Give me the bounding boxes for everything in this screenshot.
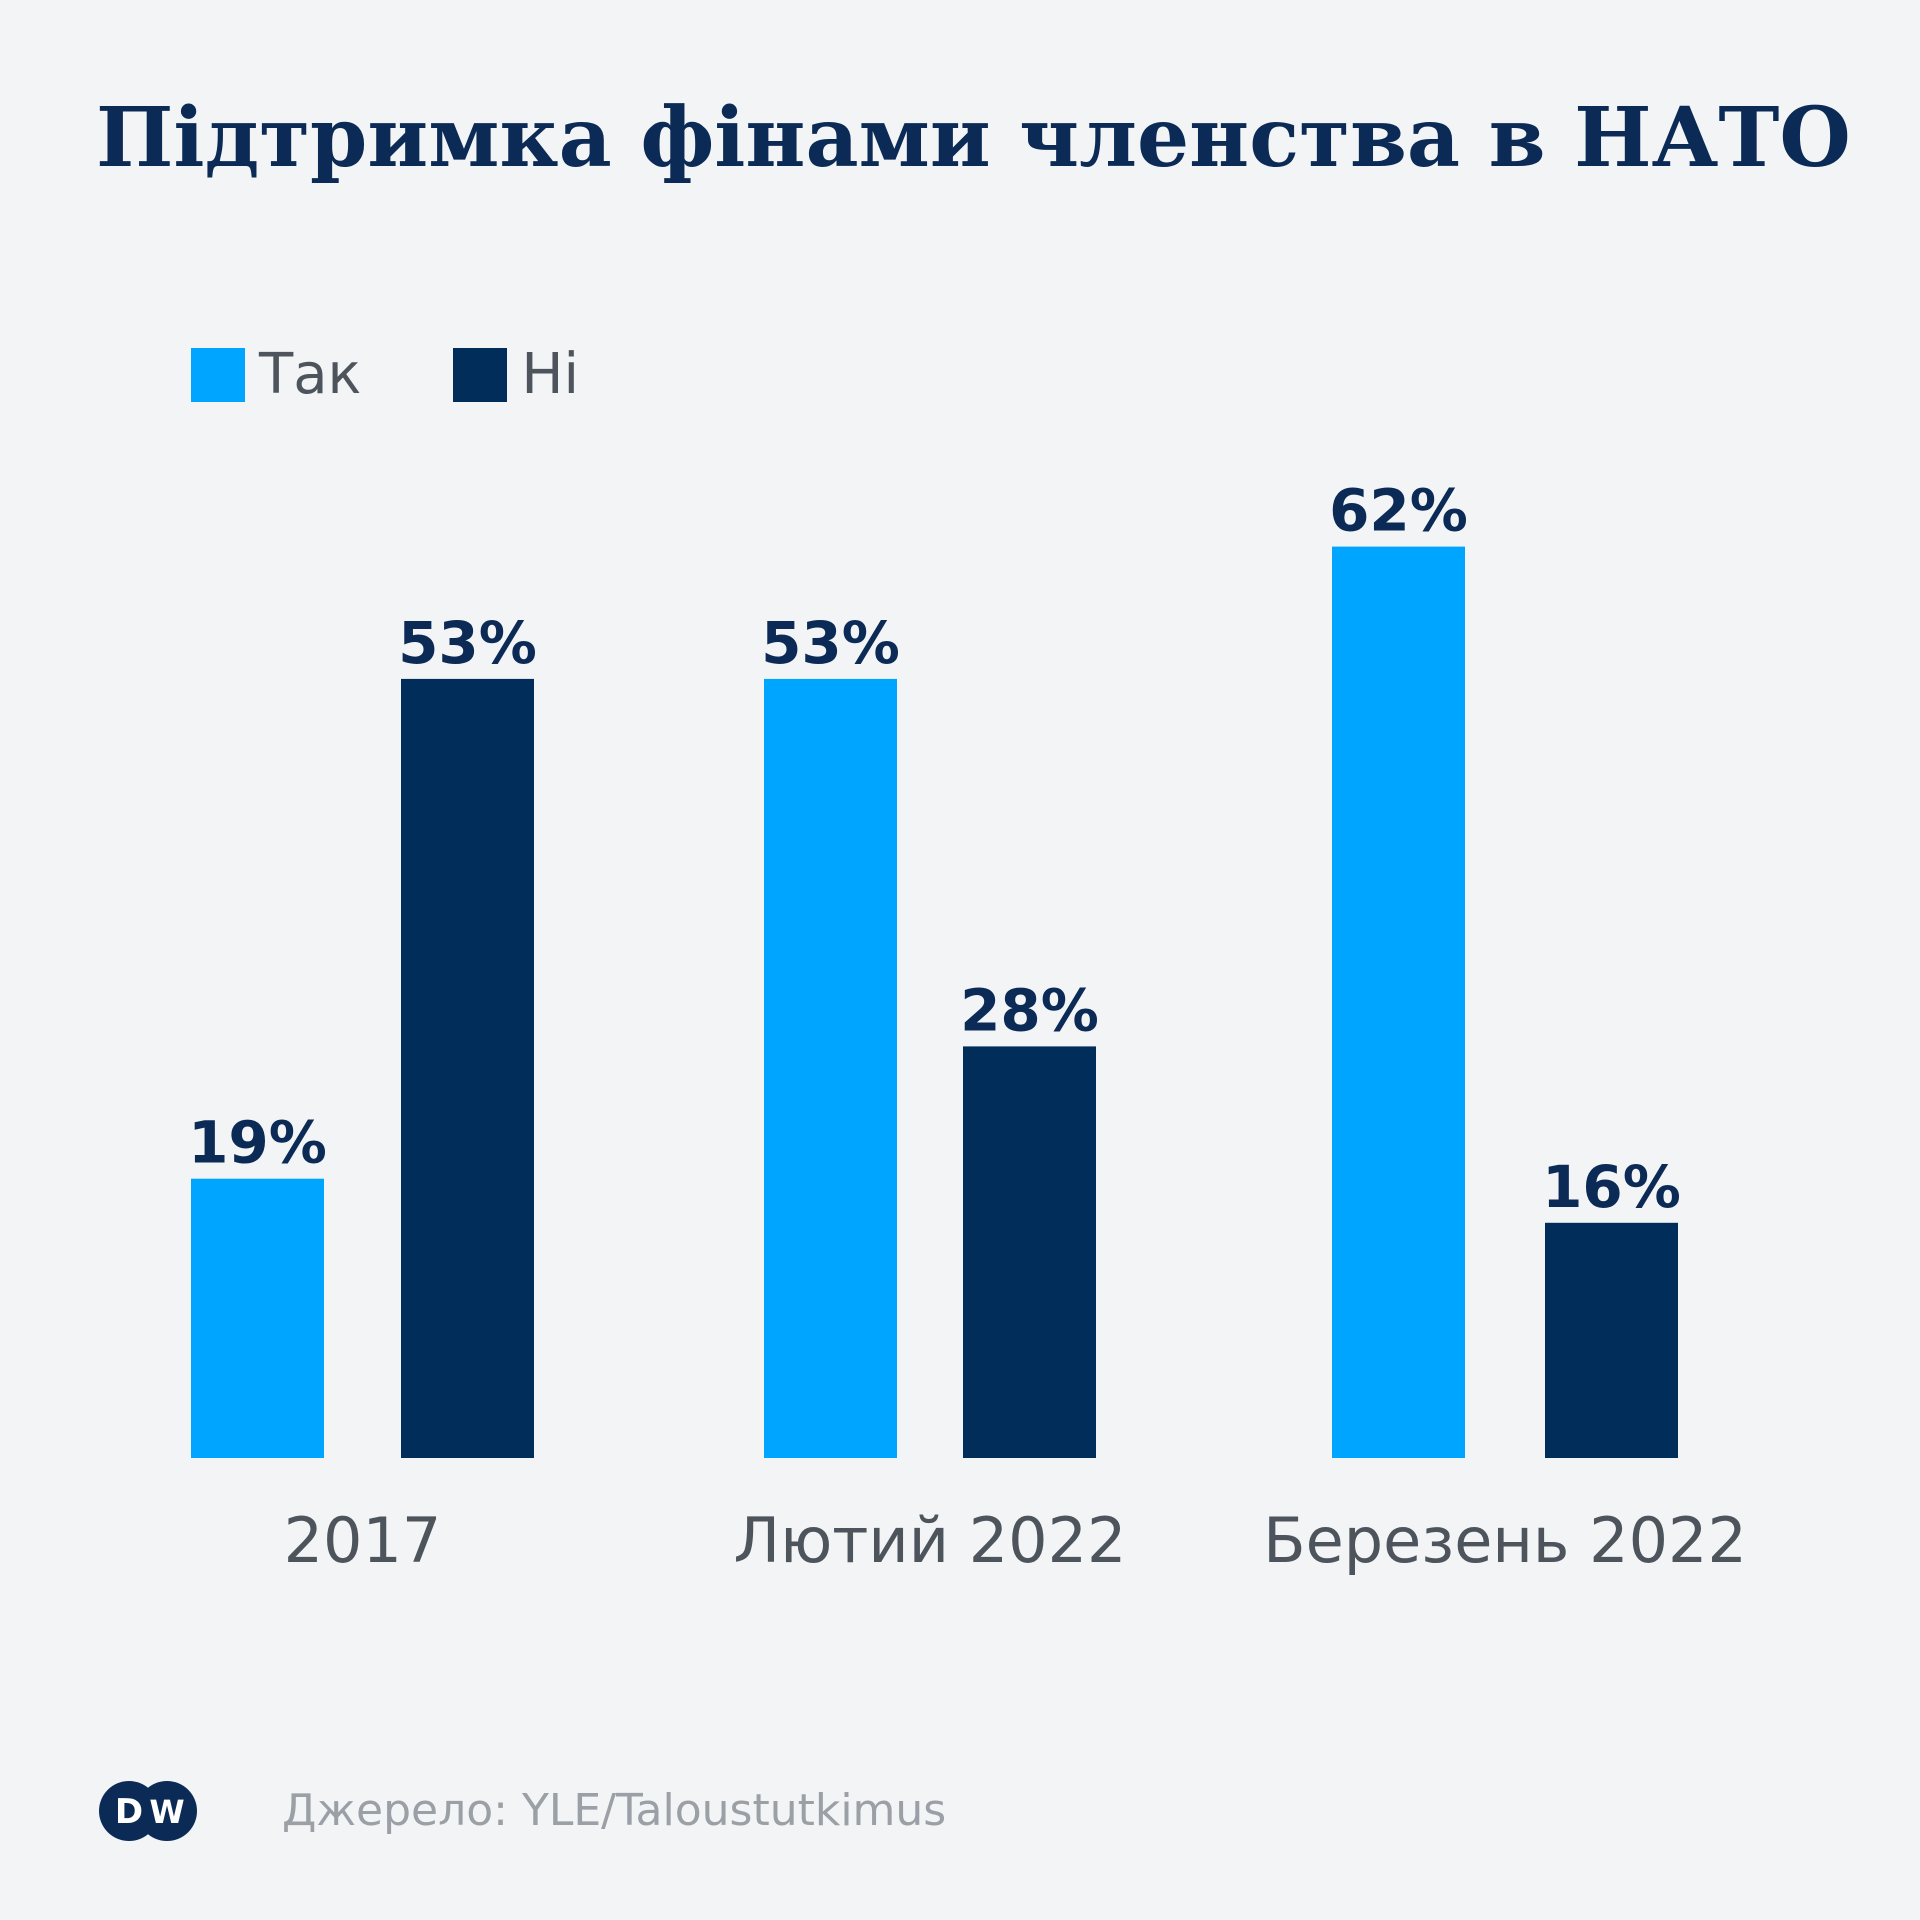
legend-item-yes: Так (191, 340, 361, 410)
bar-label-yes-2017: 19% (188, 1109, 327, 1177)
legend-swatch-no (453, 348, 508, 402)
legend-item-no: Ні (453, 340, 579, 410)
legend-swatch-yes (191, 348, 245, 402)
bar-chart: 19% 53% 2017 53% 28% Лютий 2022 62% 16% Березень… (188, 477, 1747, 1577)
bar-label-no-mar-2022: 16% (1542, 1153, 1681, 1221)
bar-yes-mar-2022 (1332, 546, 1465, 1458)
bar-no-feb-2022 (963, 1046, 1096, 1458)
legend: Так Ні (191, 340, 671, 410)
footer: D W Джерело: YLE/Taloustutkimus (96, 1778, 946, 1844)
bar-no-2017 (401, 678, 534, 1458)
bar-no-mar-2022 (1545, 1222, 1678, 1458)
bar-label-yes-mar-2022: 62% (1329, 477, 1468, 545)
dw-logo: D W (99, 1781, 197, 1841)
legend-label-no: Ні (521, 342, 580, 407)
chart-title: Підтримка фінами членства в НАТО (96, 90, 1851, 186)
bar-yes-2017 (191, 1178, 324, 1458)
bar-label-yes-feb-2022: 53% (761, 609, 900, 677)
bar-label-no-feb-2022: 28% (960, 976, 1099, 1044)
legend-label-yes: Так (259, 342, 362, 407)
category-label-mar-2022: Березень 2022 (1263, 1504, 1747, 1577)
svg-text:W: W (149, 1793, 184, 1831)
category-label-feb-2022: Лютий 2022 (733, 1504, 1126, 1577)
svg-text:D: D (115, 1792, 143, 1832)
category-label-2017: 2017 (284, 1504, 442, 1577)
bar-yes-feb-2022 (764, 678, 897, 1458)
source-text: Джерело: YLE/Taloustutkimus (282, 1785, 947, 1836)
bar-label-no-2017: 53% (398, 609, 537, 677)
